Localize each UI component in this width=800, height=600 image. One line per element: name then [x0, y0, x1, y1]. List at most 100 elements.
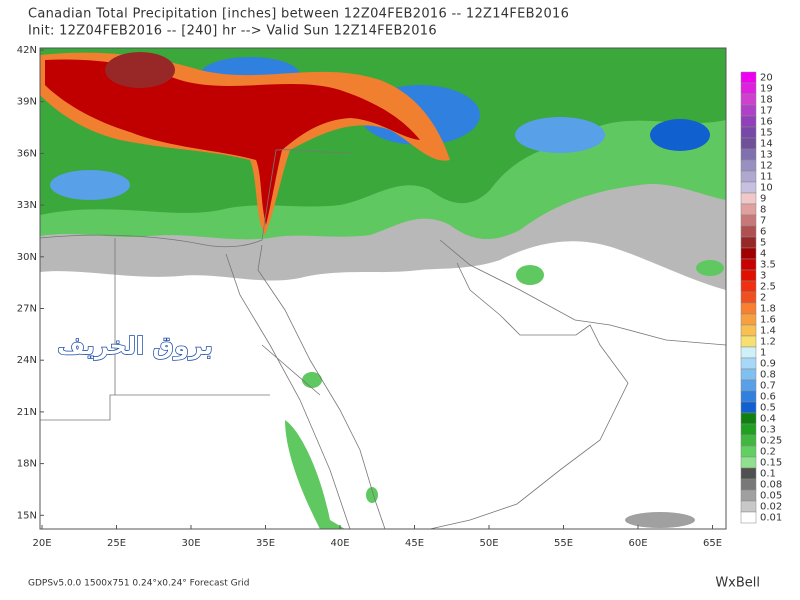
colorbar-swatch	[740, 324, 757, 337]
lat-label: 30N	[17, 252, 37, 263]
colorbar-label: 0.1	[760, 469, 776, 480]
colorbar-swatch	[740, 500, 757, 513]
lat-label: 39N	[17, 97, 37, 108]
colorbar-swatch	[740, 104, 757, 117]
colorbar-label: 1.4	[760, 326, 776, 337]
colorbar-label: 17	[760, 106, 773, 117]
lat-label: 18N	[17, 459, 37, 470]
colorbar-label: 0.7	[760, 381, 776, 392]
colorbar-swatch	[740, 115, 757, 128]
colorbar-swatch	[740, 181, 757, 194]
colorbar-label: 5	[760, 238, 766, 249]
lon-label: 35E	[256, 538, 275, 549]
colorbar-swatch	[740, 137, 757, 150]
colorbar-label: 1.8	[760, 304, 776, 315]
colorbar-swatch	[740, 203, 757, 216]
colorbar-label: 4	[760, 249, 766, 260]
colorbar-label: 6	[760, 227, 766, 238]
colorbar-label: 0.3	[760, 425, 776, 436]
lon-label: 40E	[330, 538, 349, 549]
colorbar-swatch	[740, 148, 757, 161]
lon-label: 50E	[479, 538, 498, 549]
colorbar-swatch	[740, 423, 757, 436]
colorbar-swatch	[740, 82, 757, 95]
map: بروق الخريف	[39, 47, 727, 530]
colorbar-swatch	[740, 379, 757, 392]
colorbar-label: 3.5	[760, 260, 776, 271]
colorbar-swatch	[740, 346, 757, 359]
colorbar-swatch	[740, 445, 757, 458]
lon-label: 55E	[554, 538, 573, 549]
colorbar-swatch	[740, 93, 757, 106]
colorbar-label: 13	[760, 150, 773, 161]
colorbar-label: 0.2	[760, 447, 776, 458]
colorbar-label: 14	[760, 139, 773, 150]
colorbar-label: 20	[760, 73, 773, 84]
lon-label: 60E	[628, 538, 647, 549]
lat-label: 42N	[17, 45, 37, 56]
colorbar-swatch	[740, 291, 757, 304]
colorbar-label: 0.5	[760, 403, 776, 414]
colorbar-label: 0.15	[760, 458, 782, 469]
colorbar-label: 16	[760, 117, 773, 128]
colorbar-label: 11	[760, 172, 773, 183]
lon-label: 20E	[32, 538, 51, 549]
colorbar-label: 0.8	[760, 370, 776, 381]
colorbar-swatch	[740, 467, 757, 480]
colorbar-swatch	[740, 214, 757, 227]
colorbar-label: 0.08	[760, 480, 782, 491]
colorbar-swatch	[740, 280, 757, 293]
colorbar-swatch	[740, 434, 757, 447]
colorbar-label: 0.05	[760, 491, 782, 502]
colorbar-swatch	[740, 71, 757, 84]
colorbar-label: 0.9	[760, 359, 776, 370]
colorbar-swatch	[740, 357, 757, 370]
colorbar-label: 3	[760, 271, 766, 282]
colorbar-swatch	[740, 390, 757, 403]
colorbar-swatch	[740, 192, 757, 205]
colorbar-label: 12	[760, 161, 773, 172]
lat-label: 15N	[17, 510, 37, 521]
colorbar-label: 1.2	[760, 337, 776, 348]
lat-label: 36N	[17, 148, 37, 159]
colorbar-swatch	[740, 247, 757, 260]
colorbar-label: 2	[760, 293, 766, 304]
colorbar-swatch	[740, 335, 757, 348]
colorbar-swatch	[740, 368, 757, 381]
lon-label: 25E	[107, 538, 126, 549]
colorbar-swatch	[740, 258, 757, 271]
colorbar-label: 10	[760, 183, 773, 194]
colorbar-label: 1	[760, 348, 766, 359]
colorbar-label: 1.6	[760, 315, 776, 326]
colorbar-swatch	[740, 511, 757, 524]
colorbar-label: 0.02	[760, 502, 782, 513]
colorbar-label: 0.25	[760, 436, 782, 447]
colorbar-swatch	[740, 489, 757, 502]
lat-label: 27N	[17, 304, 37, 315]
colorbar-label: 8	[760, 205, 766, 216]
colorbar-swatch	[740, 236, 757, 249]
colorbar-label: 15	[760, 128, 773, 139]
lat-label: 24N	[17, 355, 37, 366]
watermark: بروق الخريف	[57, 332, 213, 360]
lon-label: 45E	[405, 538, 424, 549]
title-line-1: Canadian Total Precipitation [inches] be…	[28, 7, 569, 22]
lon-label: 30E	[181, 538, 200, 549]
colorbar-label: 9	[760, 194, 766, 205]
title-line-2: Init: 12Z04FEB2016 -- [240] hr --> Valid…	[28, 24, 437, 39]
colorbar-swatch	[740, 269, 757, 282]
colorbar-label: 2.5	[760, 282, 776, 293]
colorbar-swatch	[740, 456, 757, 469]
colorbar-label: 7	[760, 216, 766, 227]
colorbar-label: 0.01	[760, 513, 782, 524]
colorbar: 20191817161514131211109876543.532.521.81…	[740, 71, 782, 524]
lon-label: 65E	[703, 538, 722, 549]
colorbar-swatch	[740, 225, 757, 238]
colorbar-label: 19	[760, 84, 773, 95]
colorbar-swatch	[740, 401, 757, 414]
colorbar-swatch	[740, 170, 757, 183]
footer-left: GDPSv5.0.0 1500x751 0.24°x0.24° Forecast…	[28, 579, 250, 589]
footer-right: WxBell	[715, 576, 760, 591]
colorbar-swatch	[740, 126, 757, 139]
